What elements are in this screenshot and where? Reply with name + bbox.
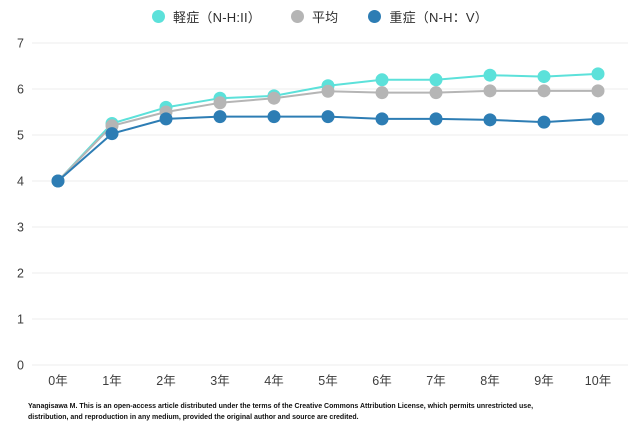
y-tick-label-2: 2 xyxy=(17,267,24,281)
data-point-s2-x8 xyxy=(483,113,497,127)
x-tick-label-9: 9年 xyxy=(534,374,553,388)
x-tick-label-2: 2年 xyxy=(156,374,175,388)
x-tick-label-3: 3年 xyxy=(210,374,229,388)
series-line-2 xyxy=(57,115,599,182)
data-point-s0-x10 xyxy=(591,67,605,81)
legend-label-mild: 軽症（N-H:II） xyxy=(173,10,261,25)
data-point-s1-x7 xyxy=(429,86,443,100)
data-point-s2-x3 xyxy=(213,110,227,124)
x-tick-label-10: 10年 xyxy=(585,374,611,388)
x-tick-label-7: 7年 xyxy=(426,374,445,388)
x-tick-label-1: 1年 xyxy=(102,374,121,388)
data-point-s0-x9 xyxy=(537,70,551,84)
x-tick-label-4: 4年 xyxy=(264,374,283,388)
x-tick-label-6: 6年 xyxy=(372,374,391,388)
data-point-s2-x10 xyxy=(591,112,605,126)
y-tick-label-0: 0 xyxy=(17,359,24,373)
attribution-text: Yanagisawa M. This is an open-access art… xyxy=(28,402,630,424)
legend-marker-mild-icon xyxy=(152,10,166,23)
data-point-s1-x10 xyxy=(591,84,605,98)
data-point-s0-x6 xyxy=(375,73,389,87)
data-point-s2-x0 xyxy=(51,174,65,188)
legend-item-average: 平均 xyxy=(290,7,339,26)
y-tick-label-5: 5 xyxy=(17,129,24,143)
data-point-s2-x1 xyxy=(105,127,119,141)
line-chart: 0 1 2 3 4 5 6 7 0年 1年 2年 3年 4年 5年 6年 7年 8年 9年 10年 xyxy=(17,37,628,388)
data-point-s2-x5 xyxy=(321,110,335,124)
data-point-s2-x2 xyxy=(159,112,173,126)
data-point-s1-x5 xyxy=(321,84,335,98)
data-point-s1-x8 xyxy=(483,84,497,98)
attribution-line-2: distribution, and reproduction in any me… xyxy=(28,413,359,421)
x-tick-label-8: 8年 xyxy=(480,374,499,388)
x-tick-label-5: 5年 xyxy=(318,374,337,388)
y-tick-label-4: 4 xyxy=(17,175,24,189)
data-point-s1-x4 xyxy=(267,91,281,105)
data-point-s1-x6 xyxy=(375,86,389,100)
legend-marker-severe-icon xyxy=(368,10,382,23)
y-tick-label-3: 3 xyxy=(17,221,24,235)
legend-marker-average-icon xyxy=(290,10,304,23)
data-point-s1-x3 xyxy=(213,96,227,110)
y-tick-label-1: 1 xyxy=(17,313,24,327)
data-point-s0-x8 xyxy=(483,68,497,82)
y-tick-label-6: 6 xyxy=(17,83,24,97)
series-line-1 xyxy=(57,89,599,182)
legend-label-severe: 重症（N-H：V） xyxy=(389,10,488,25)
data-point-s2-x7 xyxy=(429,112,443,126)
chart-legend: 軽症（N-H:II） 平均 重症（N-H：V） xyxy=(0,7,640,26)
data-point-s2-x9 xyxy=(537,115,551,129)
data-point-s2-x4 xyxy=(267,110,281,124)
legend-item-mild: 軽症（N-H:II） xyxy=(152,7,261,26)
legend-label-average: 平均 xyxy=(311,10,339,25)
y-tick-label-7: 7 xyxy=(17,37,24,51)
legend-item-severe: 重症（N-H：V） xyxy=(368,7,488,26)
data-point-s2-x6 xyxy=(375,112,389,126)
attribution-line-1: Yanagisawa M. This is an open-access art… xyxy=(28,403,534,410)
data-point-s0-x7 xyxy=(429,73,443,87)
data-point-s1-x9 xyxy=(537,84,551,98)
x-tick-label-0: 0年 xyxy=(48,374,67,388)
